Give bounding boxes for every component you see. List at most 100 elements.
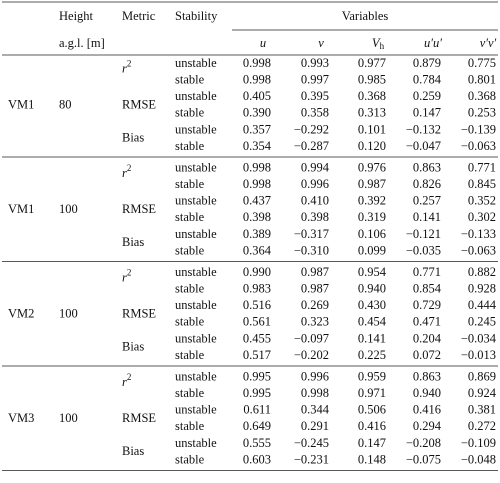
symbol: u <box>260 36 266 50</box>
stability: stable <box>175 348 205 362</box>
stability: stable <box>175 386 205 400</box>
metric: RMSE <box>122 411 156 425</box>
cell-value: 0.354 <box>243 139 272 153</box>
metric: Bias <box>122 340 144 354</box>
cell-value: 0.784 <box>413 72 442 86</box>
metric: r2 <box>122 372 131 389</box>
cell-value: −0.097 <box>294 331 329 345</box>
stability: unstable <box>175 331 217 345</box>
cell-value: 0.257 <box>413 194 441 208</box>
metric: r2 <box>122 58 131 75</box>
superscript: 2 <box>127 372 132 382</box>
stability: stable <box>175 243 205 257</box>
cell-value: 0.269 <box>301 298 329 312</box>
symbol: u′u′ <box>424 36 442 50</box>
cell-value: 0.995 <box>243 386 271 400</box>
cell-value: 0.994 <box>301 160 330 174</box>
cell-value: 0.998 <box>243 177 271 191</box>
symbol: r <box>122 375 127 389</box>
variable-header: u′u′ <box>424 36 442 50</box>
cell-value: −0.139 <box>461 122 496 136</box>
stability: unstable <box>175 56 217 70</box>
cell-value: 0.368 <box>358 89 386 103</box>
height: 100 <box>59 411 78 425</box>
cell-value: 0.993 <box>301 56 329 70</box>
cell-value: −0.317 <box>294 227 329 241</box>
stability: unstable <box>175 194 217 208</box>
cell-value: 0.319 <box>358 210 386 224</box>
cell-value: 0.323 <box>301 315 329 329</box>
station: VM1 <box>8 97 34 111</box>
cell-value: 0.395 <box>301 89 329 103</box>
stability: stable <box>175 452 205 466</box>
symbol: r <box>122 270 127 284</box>
cell-value: 0.516 <box>243 298 271 312</box>
metric: RMSE <box>122 202 156 216</box>
cell-value: 0.381 <box>468 403 496 417</box>
variable-header: u <box>260 36 266 50</box>
variable-header: Vh <box>372 36 385 51</box>
height: 100 <box>59 306 78 320</box>
stability: stable <box>175 315 205 329</box>
stability: unstable <box>175 160 217 174</box>
cell-value: 0.998 <box>301 386 329 400</box>
cell-value: 0.826 <box>413 177 441 191</box>
stability-header: Stability <box>175 9 218 23</box>
superscript: 2 <box>127 58 132 68</box>
cell-value: 0.990 <box>243 265 271 279</box>
cell-value: 0.971 <box>358 386 386 400</box>
station: VM1 <box>8 202 34 216</box>
superscript: 2 <box>127 267 132 277</box>
subscript: h <box>380 41 385 51</box>
superscript: 2 <box>127 163 132 173</box>
cell-value: 0.845 <box>468 177 496 191</box>
cell-value: 0.141 <box>413 210 441 224</box>
metric: Bias <box>122 235 144 249</box>
metric: r2 <box>122 267 131 284</box>
cell-value: 0.225 <box>358 348 386 362</box>
metric: Bias <box>122 131 144 145</box>
cell-value: 0.729 <box>413 298 441 312</box>
cell-value: 0.998 <box>243 160 271 174</box>
cell-value: 0.437 <box>243 194 271 208</box>
cell-value: 0.771 <box>468 160 496 174</box>
station: VM3 <box>8 411 34 425</box>
cell-value: −0.245 <box>294 436 329 450</box>
height-unit: a.g.l. [m] <box>59 36 105 50</box>
cell-value: 0.977 <box>358 56 386 70</box>
cell-value: −0.109 <box>461 436 496 450</box>
stability: stable <box>175 139 205 153</box>
metric: RMSE <box>122 306 156 320</box>
cell-value: 0.940 <box>413 386 441 400</box>
cell-value: 0.368 <box>468 89 496 103</box>
cell-value: 0.854 <box>413 281 442 295</box>
cell-value: 0.430 <box>358 298 386 312</box>
cell-value: 0.506 <box>358 403 386 417</box>
metric: r2 <box>122 163 131 180</box>
cell-value: −0.287 <box>294 139 329 153</box>
cell-value: 0.147 <box>413 106 441 120</box>
cell-value: −0.310 <box>294 243 329 257</box>
cell-value: −0.047 <box>406 139 441 153</box>
cell-value: −0.063 <box>461 243 496 257</box>
cell-value: −0.292 <box>294 122 329 136</box>
cell-value: 0.294 <box>413 419 442 433</box>
symbol: r <box>122 166 127 180</box>
cell-value: 0.272 <box>468 419 496 433</box>
cell-value: −0.202 <box>294 348 329 362</box>
metric-header: Metric <box>122 9 156 23</box>
cell-value: 0.390 <box>243 106 271 120</box>
cell-value: 0.611 <box>243 403 271 417</box>
cell-value: 0.998 <box>243 56 271 70</box>
symbol: v′v′ <box>480 36 497 50</box>
stability: unstable <box>175 227 217 241</box>
cell-value: 0.444 <box>468 298 497 312</box>
variable-header: v′v′ <box>480 36 497 50</box>
cell-value: −0.075 <box>406 452 441 466</box>
cell-value: 0.455 <box>243 331 271 345</box>
cell-value: −0.048 <box>461 452 496 466</box>
cell-value: −0.063 <box>461 139 496 153</box>
cell-value: 0.649 <box>243 419 271 433</box>
cell-value: 0.106 <box>358 227 386 241</box>
